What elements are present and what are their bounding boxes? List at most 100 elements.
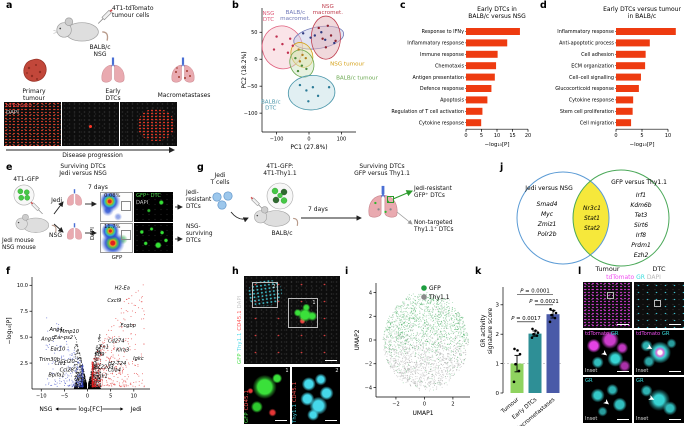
svg-text:GFP versus Thy1.1: GFP versus Thy1.1 [611,179,667,186]
svg-text:UMAP2: UMAP2 [354,329,361,350]
inset-box-1: 1 [288,298,318,328]
svg-text:Smad4: Smad4 [537,201,558,208]
svg-text:NSG tumour: NSG tumour [330,62,365,68]
main-marker-legend: GFP Thy1.1 CD45.1 DAPI [237,295,243,364]
flow-plot-jedi [100,192,133,222]
svg-text:Ear10: Ear10 [50,347,65,353]
svg-text:Prdm1: Prdm1 [631,242,651,249]
svg-text:Cell–cell signalling: Cell–cell signalling [569,75,614,81]
svg-text:H2-Ea: H2-Ea [115,285,130,291]
svg-text:50: 50 [251,30,257,36]
scale-bar [617,370,629,372]
arm-jedi-label: Jedi [51,197,62,204]
svg-text:−50: −50 [247,84,258,90]
lungs-dtc-icon [368,185,398,218]
flow-plot-nsg [100,223,133,253]
arm-nsg-label: NSG [49,232,62,239]
scale-bar [669,370,681,372]
inset-tag: Inset [636,416,649,422]
svg-text:5: 5 [640,133,643,139]
svg-text:Regulation of T cell activatio: Regulation of T cell activation [391,109,464,115]
svg-text:Inflammatory response: Inflammatory response [557,29,614,35]
svg-text:Bpifa1: Bpifa1 [48,373,64,379]
flow-gate [121,201,131,211]
gfp-dtc-highlight-box [387,196,394,203]
micrograph-macromet [120,102,177,146]
svg-text:4: 4 [369,290,372,296]
svg-text:0: 0 [614,133,617,139]
volcano-plot: 2.5 5.0 7.5 10.0 −10 −5 0 5 10 −log₁₀[P] H2-Ea Cxcl… [6,277,150,413]
mouse-icon [53,17,109,42]
svg-text:Stat1: Stat1 [584,215,600,222]
svg-text:−log₁₀[P]: −log₁₀[P] [6,317,13,344]
panel-l-label: l [578,266,582,277]
svg-text:NSG: NSG [39,406,52,413]
disease-progression-label: Disease progression [62,152,123,159]
mouse-icon [15,213,57,233]
panel-e-title: Surviving DTCs Jedi versus NSG [59,163,107,178]
micrograph-main: 2 1 [244,276,340,364]
inset-box-2: 2 [252,282,278,308]
mixed-cell-cluster-icon [266,182,294,210]
flow-pct-jedi: 0.08% [104,192,121,199]
host-strain-label: BALB/c NSG [89,44,111,59]
svg-text:Nr3c1: Nr3c1 [583,205,601,212]
scale-bar [617,323,629,325]
outcome-nsg-surviving: NSG- surviving DTCs [186,224,213,244]
arrow-icon [644,343,654,353]
svg-text:−100: −100 [244,111,258,117]
svg-text:−2: −2 [365,362,372,368]
svg-text:Chl1: Chl1 [55,361,66,367]
t-cells-icon [212,191,233,210]
svg-text:−5: −5 [61,394,68,400]
svg-text:Defence response: Defence response [420,86,464,92]
svg-text:10.0: 10.0 [17,283,28,289]
panel-g-title: Surviving DTCs GFP versus Thy1.1 [354,163,410,178]
svg-text:ECM organization: ECM organization [571,63,614,69]
outcome-thy11-dtcs: Non-targeted Thy1.1⁺ DTCs [414,220,454,233]
svg-text:Fcgbp: Fcgbp [121,323,136,329]
svg-text:5.0: 5.0 [20,335,28,341]
svg-text:Trim30b: Trim30b [39,357,60,363]
svg-text:Irf8: Irf8 [636,232,646,239]
svg-text:Irf1: Irf1 [636,192,646,199]
panel-d-label: d [540,0,547,11]
svg-text:10: 10 [665,133,671,139]
svg-text:−10: −10 [36,394,47,400]
inset-tag: Inset [636,368,649,374]
svg-text:Response to IFNγ: Response to IFNγ [422,29,464,35]
dtc-cell-dot [88,124,92,128]
svg-text:Glucocorticoid response: Glucocorticoid response [555,86,614,92]
svg-text:Mmp10: Mmp10 [60,329,79,335]
stage-early-dtc-label: Early DTCs [105,88,121,103]
svg-text:0: 0 [464,133,467,139]
svg-text:5: 5 [480,133,483,139]
micrograph-tumour-inset: tdTomato GR Inset [583,330,632,375]
macromet-blob [138,109,174,141]
svg-text:Polr2b: Polr2b [537,231,556,238]
go-barchart-balbc-vs-nsg: Early DTCs in BALB/c versus NSG Response t… [391,6,531,148]
svg-text:Ang5: Ang5 [40,336,54,342]
svg-text:−100: −100 [270,137,284,143]
svg-text:Tsc22d3: Tsc22d3 [93,364,114,370]
outcome-gfp-dtcs: Jedi-resistant GFP⁺ DTCs [414,186,452,199]
lungs-early-dtc-icon [101,57,125,83]
svg-text:Cxcl9: Cxcl9 [107,298,121,304]
svg-text:15: 15 [509,133,515,139]
micrograph-dtc-overview [634,282,684,328]
flow-pct-nsg: 11.7% [104,223,121,230]
panel-g-label: g [197,162,204,173]
svg-text:−log₁₀[P]: −log₁₀[P] [629,142,654,148]
panel-f-label: f [6,266,11,277]
primary-tumour-icon [23,58,47,82]
mouse-strains-label: Jedi mouse NSG mouse [2,238,36,251]
svg-text:Stat2: Stat2 [584,225,600,232]
box-number: 1 [312,299,316,306]
svg-text:−log₁₀[P]: −log₁₀[P] [484,142,509,148]
syringe-icon [97,9,113,24]
panel-i-label: i [345,266,349,277]
